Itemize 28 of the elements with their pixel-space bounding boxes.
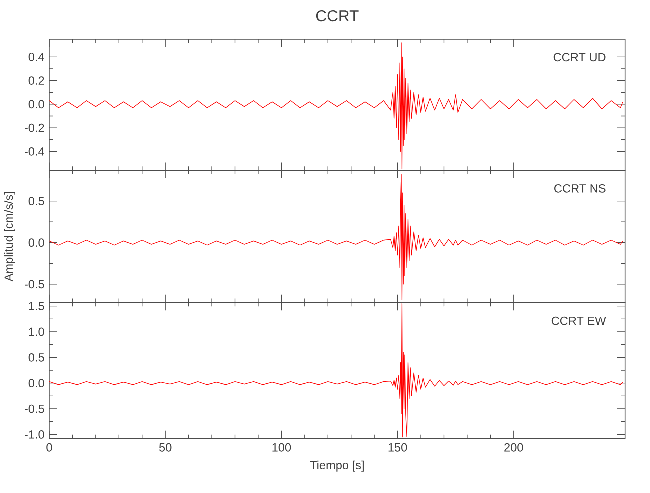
line-series: [49, 174, 624, 301]
line-series: [49, 42, 624, 170]
annotation: CCRT EW: [552, 316, 606, 326]
y-tick-label: 0.5: [28, 197, 44, 206]
line-series: [49, 303, 624, 438]
y-tick-label: 0.4: [28, 52, 44, 62]
y-tick-label: -0.5: [24, 280, 44, 289]
annotation: CCRT UD: [554, 53, 606, 62]
y-tick-label: 0.2: [28, 76, 44, 85]
y-tick-label: -0.4: [24, 147, 44, 156]
x-tick-label: 100: [272, 443, 292, 452]
y-tick-label: 1.0: [29, 328, 44, 336]
y-tick-label: -1.0: [24, 430, 44, 439]
y-tick-label: -0.2: [24, 124, 44, 132]
y-axis-title: Amplitud [cm/s/s]: [4, 192, 16, 282]
x-tick-label: 50: [159, 443, 172, 452]
x-tick-label: 150: [388, 443, 408, 452]
y-tick-label: 0.5: [28, 353, 44, 362]
y-tick-label: 0.0: [28, 379, 44, 388]
y-tick-label: 0.0: [28, 100, 44, 109]
x-axis-title: Tiempo [s]: [310, 460, 364, 472]
y-tick-label: -0.5: [24, 404, 44, 414]
y-tick-label: 1.5: [29, 302, 44, 310]
chart-title: CCRT: [316, 10, 359, 22]
x-tick-label: 200: [504, 443, 524, 452]
x-tick-label: 0: [46, 443, 52, 452]
annotation: CCRT NS: [554, 184, 606, 193]
y-tick-label: 0.0: [28, 238, 44, 248]
